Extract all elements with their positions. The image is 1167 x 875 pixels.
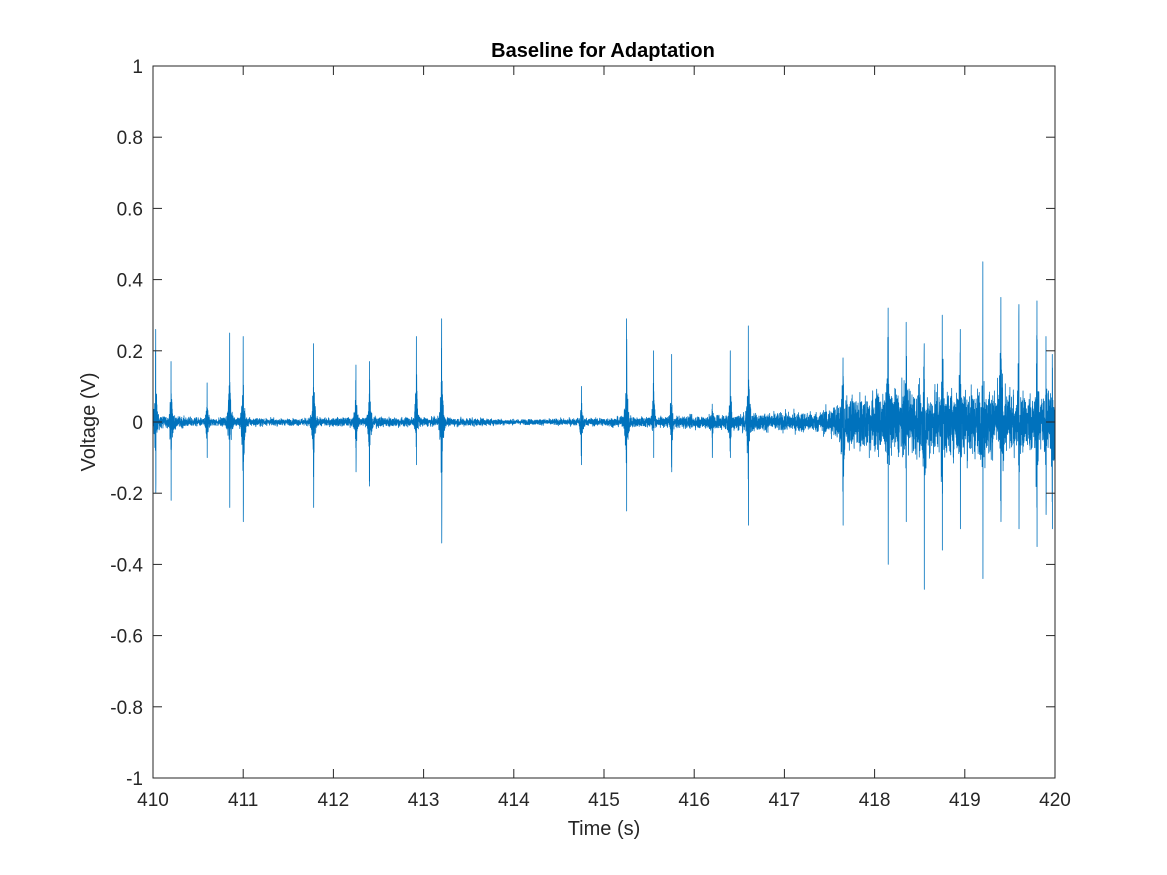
y-axis-label: Voltage (V) (78, 373, 100, 472)
x-tick-label: 414 (498, 790, 530, 811)
y-tick-label: 0.6 (117, 199, 143, 220)
chart-title: Baseline for Adaptation (491, 40, 715, 62)
x-tick-label: 420 (1039, 790, 1071, 811)
series-line (152, 261, 1056, 590)
x-tick-label: 418 (859, 790, 891, 811)
y-tick-label: 1 (132, 57, 143, 78)
plot-area (152, 261, 1056, 590)
x-tick-label: 417 (769, 790, 801, 811)
y-tick-label: -1 (126, 769, 143, 790)
y-tick-label: -0.8 (110, 698, 143, 719)
x-tick-label: 412 (318, 790, 350, 811)
y-axis: -1 -0.8 -0.6 -0.4 -0.2 0 0.2 0.4 0.6 0.8 1 (110, 57, 1055, 790)
y-tick-label: 0 (132, 413, 143, 434)
x-tick-label: 411 (228, 790, 258, 811)
x-tick-label: 416 (678, 790, 710, 811)
y-tick-label: 0.4 (117, 271, 144, 292)
x-tick-label: 415 (588, 790, 620, 811)
x-tick-label: 410 (137, 790, 169, 811)
x-tick-label: 413 (408, 790, 440, 811)
y-tick-label: -0.2 (110, 484, 143, 505)
x-tick-label: 419 (949, 790, 981, 811)
y-tick-label: -0.4 (110, 555, 143, 576)
y-tick-label: 0.2 (117, 342, 143, 363)
y-tick-label: 0.8 (117, 128, 143, 149)
x-axis: 410 411 412 413 414 415 416 417 418 419 420 (137, 66, 1071, 811)
y-tick-label: -0.6 (110, 627, 143, 648)
x-axis-label: Time (s) (568, 818, 641, 840)
